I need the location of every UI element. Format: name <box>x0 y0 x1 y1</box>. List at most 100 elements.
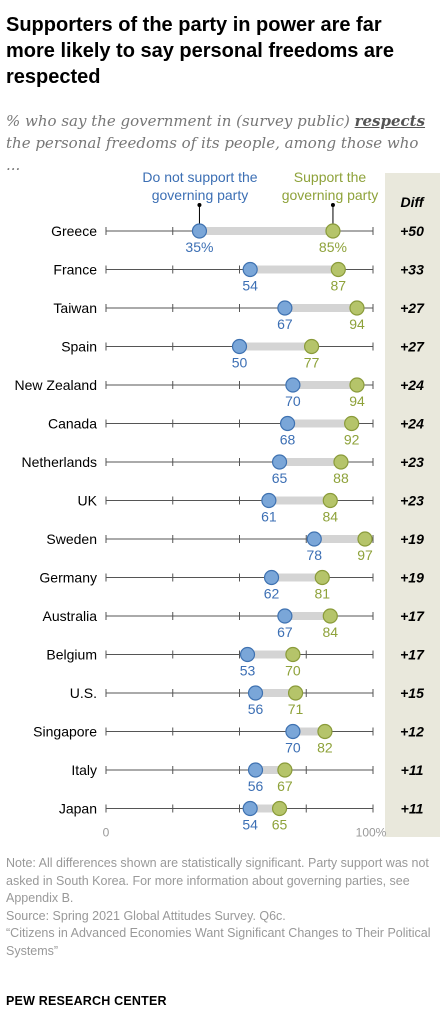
data-label-support: 85% <box>319 239 347 255</box>
data-label-support: 87 <box>331 278 347 294</box>
country-label: France <box>53 262 97 278</box>
dot-not-support <box>285 377 301 393</box>
dot-not-support <box>279 415 296 432</box>
data-label-not-support: 67 <box>277 316 293 332</box>
diff-value: +17 <box>400 647 425 663</box>
data-label-support: 97 <box>357 547 373 563</box>
diff-value: +19 <box>400 570 424 586</box>
diff-value: +19 <box>400 531 424 547</box>
data-label-not-support: 62 <box>264 586 280 602</box>
data-label-not-support: 54 <box>242 817 258 833</box>
data-label-not-support: 65 <box>272 470 288 486</box>
data-label-not-support: 68 <box>280 432 296 448</box>
country-label: U.S. <box>70 685 97 701</box>
diff-value: +27 <box>400 339 425 355</box>
country-label: Japan <box>59 801 97 817</box>
data-label-support: 94 <box>349 393 365 409</box>
data-label-support: 71 <box>288 701 304 717</box>
subtitle-text-after: the personal freedoms of its people, amo… <box>6 134 419 174</box>
data-label-support: 65 <box>272 817 288 833</box>
data-label-support: 77 <box>304 355 320 371</box>
data-label-not-support: 70 <box>285 393 301 409</box>
dot-plot-chart: Diff Do not support the governing party Sup… <box>15 169 440 840</box>
data-label-not-support: 35% <box>185 239 213 255</box>
dot-support <box>287 685 304 701</box>
dot-support <box>333 454 349 470</box>
dot-support <box>303 338 320 355</box>
dot-not-support <box>271 454 288 470</box>
dot-not-support <box>247 762 264 778</box>
dot-not-support <box>277 608 293 624</box>
diff-value: +33 <box>400 262 424 278</box>
dot-not-support <box>239 646 256 663</box>
data-label-support: 67 <box>277 778 293 794</box>
diff-value: +27 <box>400 300 425 316</box>
country-label: Belgium <box>46 647 97 663</box>
legend-label-not-support: Do not support the <box>142 169 257 185</box>
dot-support <box>349 377 365 393</box>
subtitle-text-before: % who say the government in (survey publ… <box>6 112 355 130</box>
country-label: Spain <box>61 339 97 355</box>
dot-support <box>285 646 301 663</box>
country-label: Sweden <box>46 531 97 547</box>
diff-column-background <box>385 173 440 837</box>
legend-label-support: Support the <box>294 169 367 185</box>
legend-pointer-dot <box>330 203 335 207</box>
diff-value: +12 <box>400 724 424 740</box>
dot-support <box>271 800 288 817</box>
diff-value: +15 <box>400 685 424 701</box>
diff-value: +23 <box>400 454 424 470</box>
dot-support <box>322 492 338 509</box>
chart-notes: Note: All differences shown are statisti… <box>6 855 436 960</box>
source-text: Source: Spring 2021 Global Attitudes Sur… <box>6 908 286 923</box>
legend-pointer-dot <box>197 203 202 207</box>
diff-header: Diff <box>400 194 424 210</box>
dot-support <box>277 762 293 778</box>
dot-not-support <box>231 338 248 355</box>
subtitle-emphasis: respects <box>354 112 426 130</box>
x-tick-label: 100% <box>356 826 387 840</box>
dot-not-support <box>277 300 293 316</box>
dot-not-support <box>306 531 322 547</box>
report-title-text: “Citizens in Advanced Economies Want Sig… <box>6 926 431 958</box>
diff-value: +11 <box>401 801 424 817</box>
data-label-support: 70 <box>285 663 301 679</box>
data-label-not-support: 54 <box>242 278 258 294</box>
country-label: Germany <box>39 570 97 586</box>
country-label: Canada <box>48 416 97 432</box>
data-label-support: 82 <box>317 740 333 756</box>
dot-not-support <box>242 261 258 278</box>
dot-support <box>330 261 346 278</box>
data-label-support: 88 <box>333 470 349 486</box>
country-label: Italy <box>71 762 97 778</box>
dot-not-support <box>191 223 208 239</box>
dot-not-support <box>242 800 258 817</box>
data-label-not-support: 78 <box>306 547 322 563</box>
data-label-support: 92 <box>344 432 360 448</box>
dot-support <box>317 723 333 740</box>
diff-value: +11 <box>401 762 424 778</box>
note-text: Note: All differences shown are statisti… <box>6 856 429 905</box>
dot-not-support <box>285 723 301 740</box>
data-label-support: 81 <box>314 586 330 602</box>
country-label: UK <box>78 493 98 509</box>
legend-label-support: governing party <box>282 187 379 203</box>
chart-subtitle: % who say the government in (survey publ… <box>6 110 436 176</box>
dot-not-support <box>247 685 264 701</box>
chart-title: Supporters of the party in power are far… <box>6 14 394 88</box>
data-label-not-support: 56 <box>248 701 264 717</box>
dot-support <box>322 608 338 624</box>
diff-value: +50 <box>400 223 424 239</box>
publisher-logo-text: PEW RESEARCH CENTER <box>6 994 167 1008</box>
dot-not-support <box>263 569 280 586</box>
data-label-support: 94 <box>349 316 365 332</box>
country-label: New Zealand <box>15 377 98 393</box>
diff-value: +24 <box>400 416 424 432</box>
dot-support <box>349 300 365 316</box>
diff-value: +23 <box>400 493 424 509</box>
dot-support <box>357 531 373 547</box>
data-label-not-support: 67 <box>277 624 293 640</box>
dot-not-support <box>261 492 277 509</box>
country-label: Australia <box>43 608 98 624</box>
diff-value: +17 <box>400 608 425 624</box>
